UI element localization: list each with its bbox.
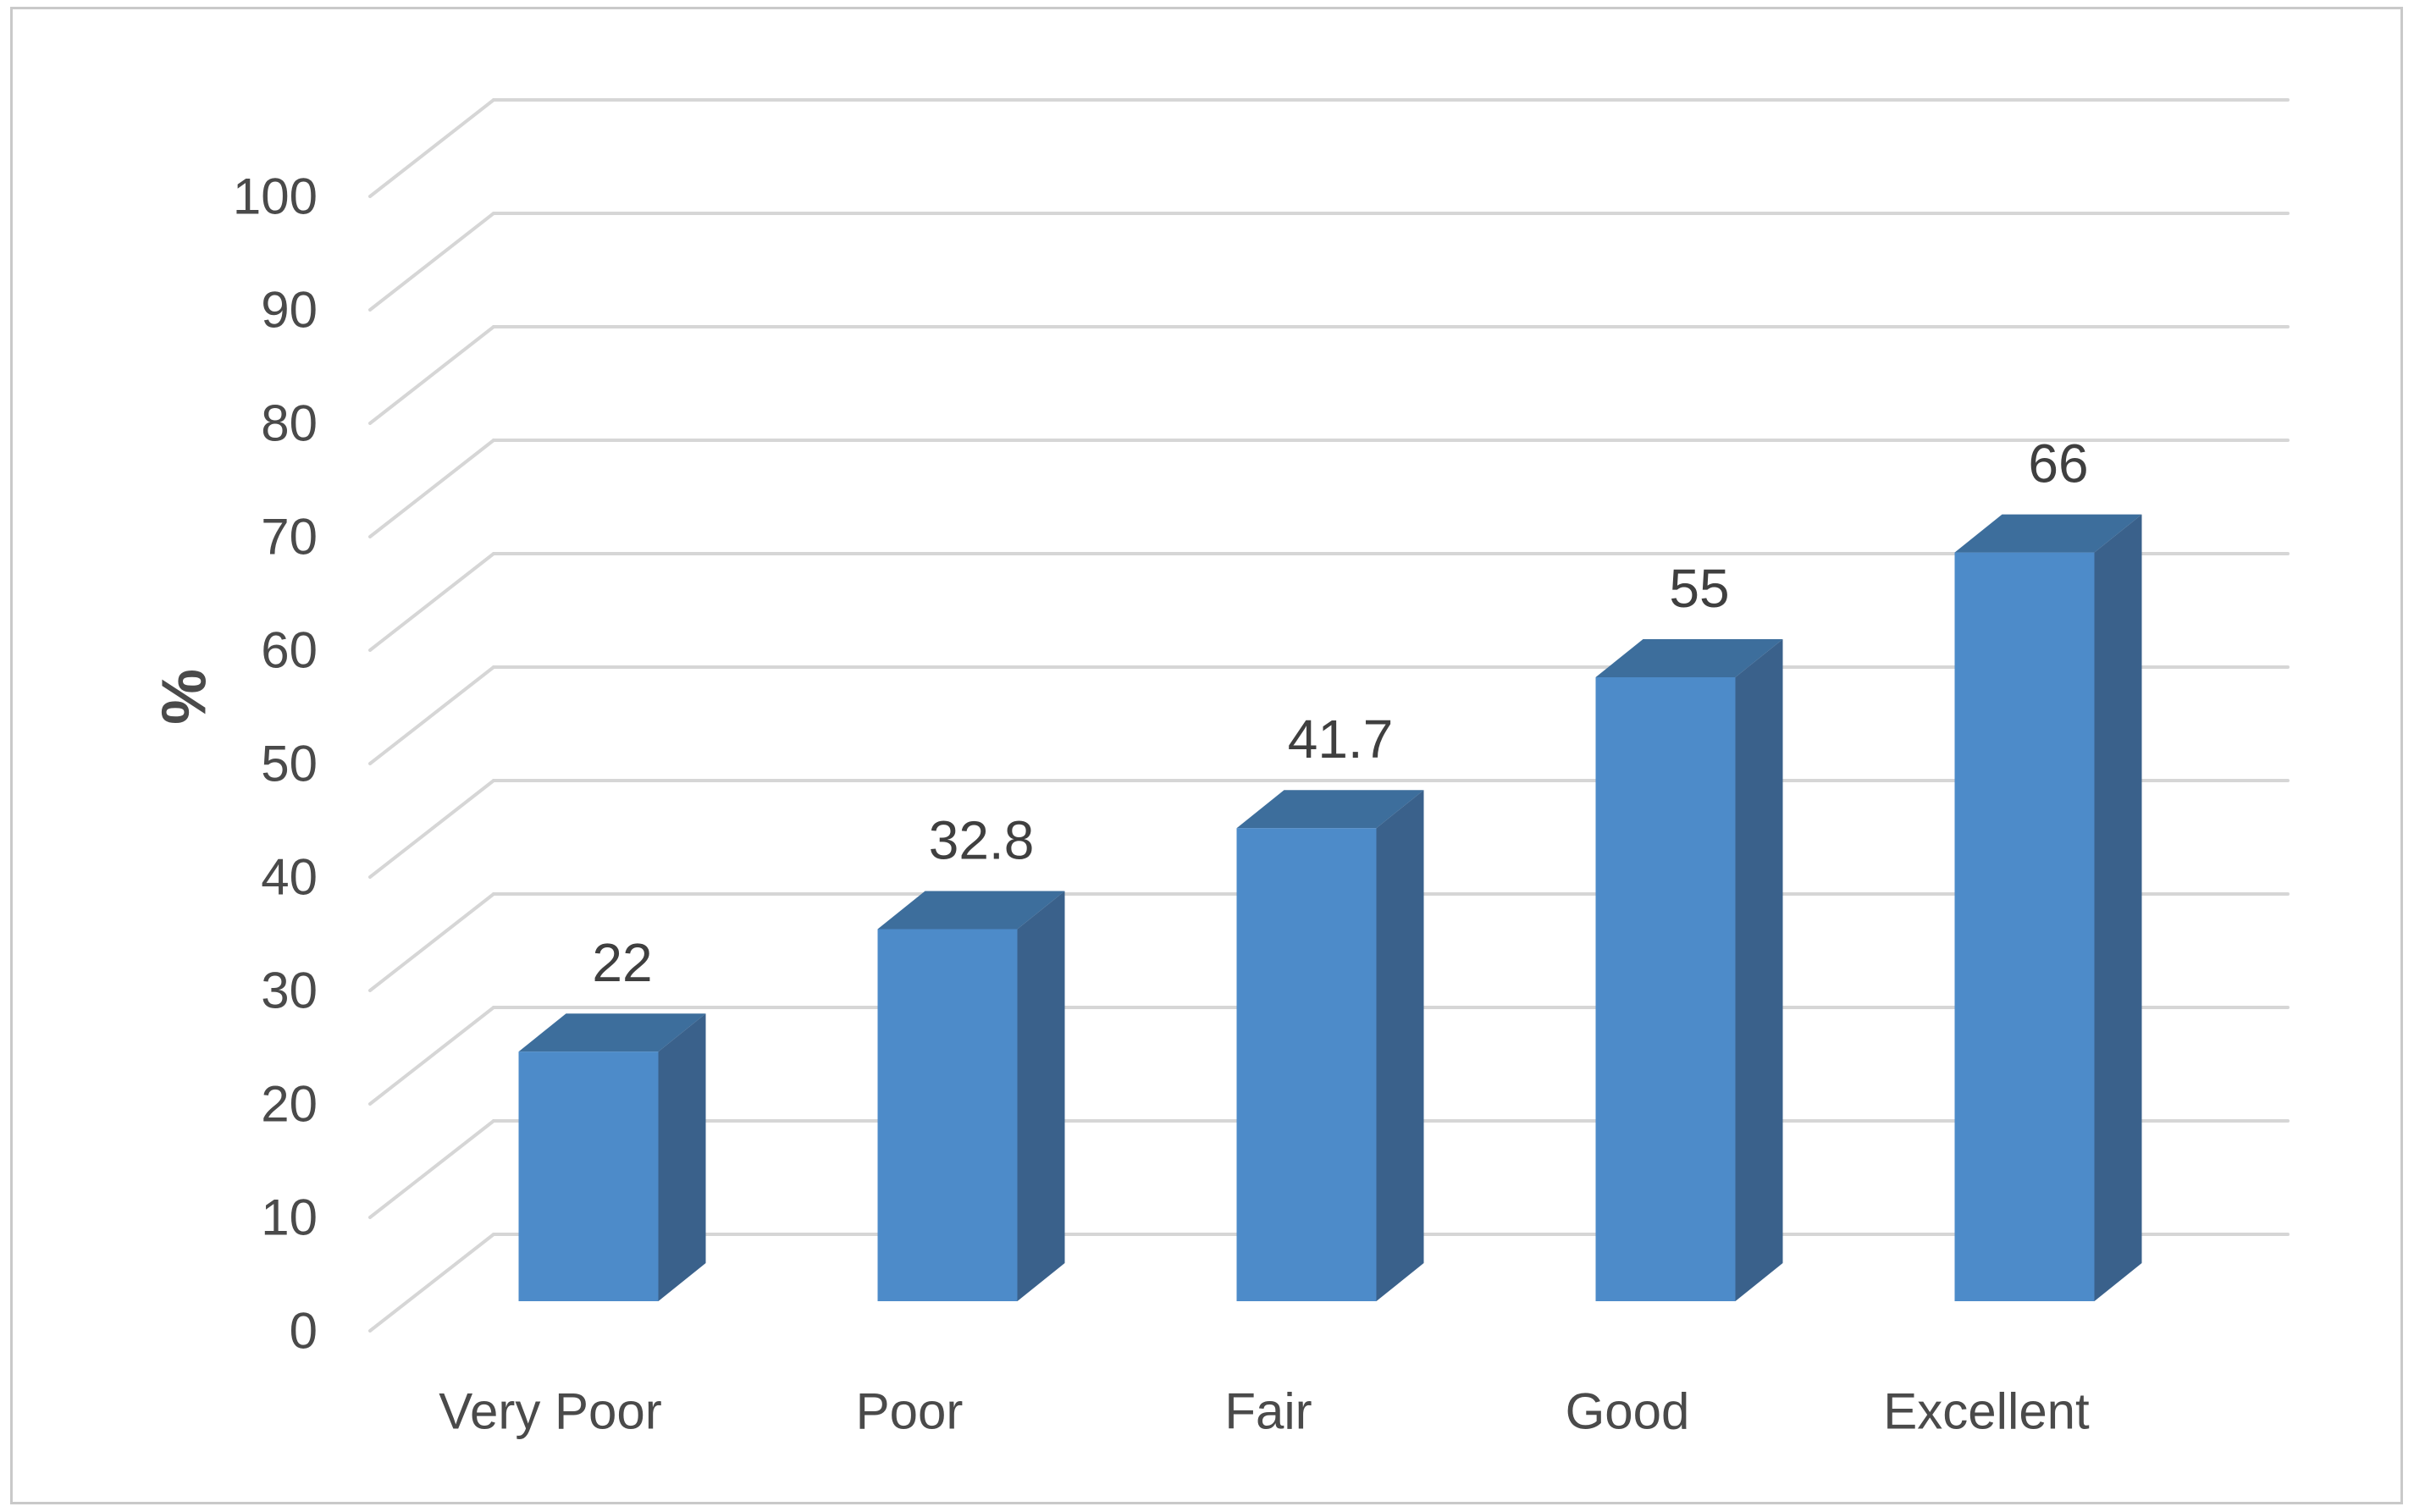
gridline-diagonal bbox=[368, 665, 495, 765]
x-category-label-very-poor: Very Poor bbox=[439, 1383, 661, 1440]
gridline-diagonal bbox=[368, 325, 495, 425]
gridline-diagonal bbox=[368, 892, 495, 992]
bar-top-face-excellent bbox=[1954, 514, 2142, 553]
x-category-label-good: Good bbox=[1566, 1383, 1690, 1440]
bar-top-face-fair bbox=[1236, 790, 1424, 829]
data-label-poor: 32.8 bbox=[929, 809, 1035, 870]
bar-side-face-very-poor bbox=[658, 1013, 706, 1301]
chart-border bbox=[10, 7, 2403, 1504]
gridline-diagonal bbox=[368, 439, 495, 538]
bar-top-face-good bbox=[1595, 639, 1783, 677]
data-label-excellent: 66 bbox=[2028, 433, 2088, 494]
bar-top-face-very-poor bbox=[518, 1013, 706, 1052]
bar-side-face-good bbox=[1735, 639, 1783, 1301]
bar-front-face-very-poor bbox=[518, 1051, 659, 1301]
data-label-good: 55 bbox=[1669, 558, 1729, 619]
y-tick-label: 80 bbox=[261, 395, 318, 452]
bar-side-face-excellent bbox=[2094, 514, 2142, 1301]
gridline-diagonal bbox=[368, 98, 495, 198]
bar-front-face-excellent bbox=[1954, 552, 2095, 1301]
bar-front-face-fair bbox=[1236, 828, 1377, 1301]
y-axis-title: % bbox=[149, 669, 219, 725]
data-label-fair: 41.7 bbox=[1288, 709, 1394, 770]
bar-front-face-good bbox=[1595, 677, 1736, 1301]
y-tick-label: 60 bbox=[261, 622, 318, 679]
bar-front-face-poor bbox=[877, 929, 1018, 1301]
gridline-diagonal bbox=[368, 1233, 495, 1333]
y-tick-label: 70 bbox=[261, 509, 318, 566]
y-tick-label: 40 bbox=[261, 849, 318, 906]
gridline-diagonal bbox=[368, 552, 495, 652]
x-category-label-fair: Fair bbox=[1224, 1383, 1312, 1440]
x-category-label-poor: Poor bbox=[856, 1383, 964, 1440]
y-tick-label: 100 bbox=[233, 168, 318, 225]
bar-top-face-poor bbox=[877, 891, 1065, 930]
gridline-diagonal bbox=[368, 1006, 495, 1106]
gridline-diagonal bbox=[368, 1119, 495, 1219]
gridline-diagonal bbox=[368, 779, 495, 879]
bar-side-face-fair bbox=[1376, 790, 1424, 1301]
y-tick-label: 20 bbox=[261, 1076, 318, 1133]
y-tick-label: 90 bbox=[261, 282, 318, 339]
gridline-diagonal bbox=[368, 212, 495, 312]
y-tick-label: 50 bbox=[261, 736, 318, 792]
y-tick-label: 10 bbox=[261, 1189, 318, 1246]
x-category-label-excellent: Excellent bbox=[1883, 1383, 2090, 1440]
data-label-very-poor: 22 bbox=[592, 932, 652, 993]
y-tick-label: 0 bbox=[290, 1303, 318, 1360]
bar-side-face-poor bbox=[1017, 891, 1065, 1301]
y-tick-label: 30 bbox=[261, 963, 318, 1019]
